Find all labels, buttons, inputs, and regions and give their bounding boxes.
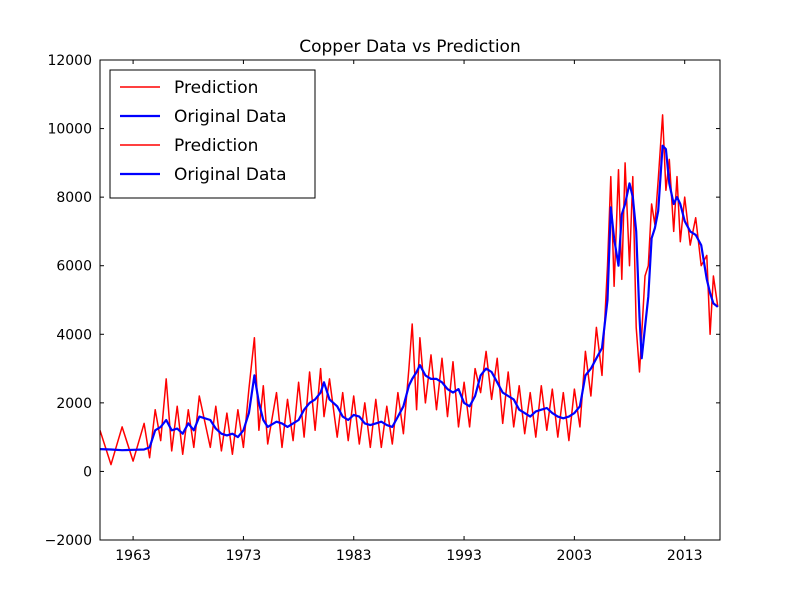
ticks-layer: −2000 0 2000 4000 6000 8000 10000 12000 1963 1973… <box>45 53 720 564</box>
chart-title: Copper Data vs Prediction <box>299 37 520 57</box>
y-tick-label: −2000 <box>45 533 92 549</box>
y-tick-label: 6000 <box>56 259 92 275</box>
x-tick-label: 2013 <box>667 548 703 564</box>
y-tick-label: 0 <box>83 464 92 480</box>
legend-label: Original Data <box>174 107 287 127</box>
y-tick-label: 12000 <box>47 53 92 69</box>
x-tick-label: 1973 <box>226 548 262 564</box>
x-tick-label: 1993 <box>446 548 482 564</box>
legend-label: Prediction <box>174 136 258 156</box>
series-line-original-data <box>100 144 719 452</box>
legend-label: Prediction <box>174 78 258 98</box>
x-tick-label: 1983 <box>336 548 372 564</box>
y-tick-label: 10000 <box>47 122 92 138</box>
x-tick-label: 2003 <box>557 548 593 564</box>
y-tick-label: 4000 <box>56 327 92 343</box>
y-tick-label: 8000 <box>56 190 92 206</box>
legend-box <box>109 69 316 199</box>
legend-label: Original Data <box>174 165 287 185</box>
series-layer <box>100 114 719 466</box>
x-tick-label: 1963 <box>115 548 151 564</box>
legend: Prediction Original Data Prediction Origina… <box>109 69 316 199</box>
plot-frame <box>99 59 721 541</box>
y-tick-label: 2000 <box>56 396 92 412</box>
